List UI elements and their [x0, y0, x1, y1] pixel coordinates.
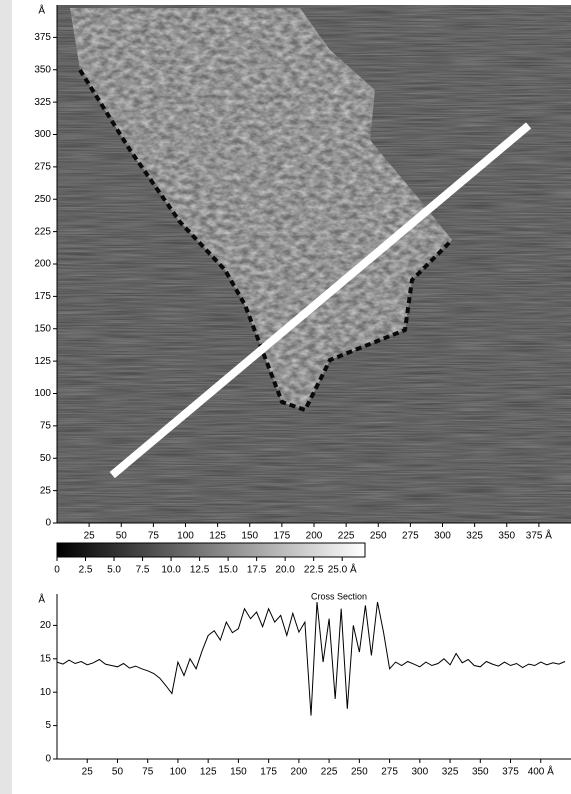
x-tick-label: 7.5	[136, 565, 150, 576]
x-tick-label: 25	[82, 767, 94, 778]
x-tick-label: 12.5	[190, 565, 210, 576]
flake-texture	[70, 8, 452, 410]
x-tick-label: 100	[177, 531, 194, 542]
x-tick-label: 300	[411, 767, 428, 778]
x-tick-label: 375 Å	[526, 529, 552, 542]
y-tick-label: 200	[34, 259, 51, 270]
x-tick-label: 125	[209, 531, 226, 542]
x-tick-label: 200	[306, 531, 323, 542]
y-tick-label: 25	[40, 485, 52, 496]
x-tick-label: 400 Å	[528, 765, 554, 778]
y-tick-label: 50	[40, 453, 52, 464]
profile-trace	[56, 601, 566, 716]
x-tick-label: 10.0	[161, 565, 181, 576]
x-tick-label: 250	[370, 531, 387, 542]
x-tick-label: 125	[200, 767, 217, 778]
x-tick-label: 275	[402, 531, 419, 542]
y-tick-label: 125	[34, 356, 51, 367]
profile-line	[109, 122, 532, 479]
x-tick-label: 75	[148, 531, 160, 542]
x-tick-label: 350	[472, 767, 489, 778]
x-tick-label: 325	[442, 767, 459, 778]
y-tick-label: 150	[34, 323, 51, 334]
y-tick-label: 175	[34, 291, 51, 302]
y-tick-label: 275	[34, 162, 51, 173]
x-tick-label: 275	[381, 767, 398, 778]
y-tick-label: 350	[34, 64, 51, 75]
y-tick-label: 0	[45, 518, 51, 529]
y-tick-label: 15	[40, 653, 52, 664]
chart-title: Cross Section	[311, 591, 367, 601]
x-tick-label: 25.0 Å	[328, 563, 357, 576]
x-tick-label: 100	[170, 767, 187, 778]
y-axis-unit: Å	[38, 4, 45, 17]
x-tick-label: 22.5	[304, 565, 324, 576]
y-tick-label: 100	[34, 388, 51, 399]
x-tick-label: 50	[112, 767, 124, 778]
y-tick-label: 225	[34, 226, 51, 237]
y-tick-label: 375	[34, 32, 51, 43]
y-tick-label: 20	[40, 620, 52, 631]
x-tick-label: 0	[54, 565, 60, 576]
x-tick-label: 150	[230, 767, 247, 778]
x-tick-label: 15.0	[218, 565, 238, 576]
x-tick-label: 175	[274, 531, 291, 542]
x-tick-label: 25	[84, 531, 96, 542]
y-tick-label: 0	[45, 754, 51, 765]
y-tick-label: 325	[34, 97, 51, 108]
x-tick-label: 225	[321, 767, 338, 778]
x-tick-label: 2.5	[79, 565, 93, 576]
x-tick-label: 150	[241, 531, 258, 542]
x-tick-label: 200	[291, 767, 308, 778]
stm-image	[57, 5, 571, 523]
x-tick-label: 175	[260, 767, 277, 778]
x-tick-label: 75	[142, 767, 154, 778]
x-tick-label: 375	[502, 767, 519, 778]
y-tick-label: 5	[45, 720, 51, 731]
x-tick-label: 50	[116, 531, 128, 542]
x-tick-label: 225	[338, 531, 355, 542]
x-tick-label: 350	[498, 531, 515, 542]
x-tick-label: 325	[466, 531, 483, 542]
y-tick-label: 75	[40, 421, 52, 432]
x-tick-label: 300	[434, 531, 451, 542]
colorbar	[56, 542, 366, 558]
y-axis-unit: Å	[38, 593, 45, 606]
y-tick-label: 250	[34, 194, 51, 205]
x-tick-label: 17.5	[247, 565, 267, 576]
x-tick-label: 250	[351, 767, 368, 778]
y-tick-label: 10	[40, 687, 52, 698]
flake-edge	[78, 68, 454, 413]
x-tick-label: 20.0	[275, 565, 295, 576]
y-tick-label: 300	[34, 129, 51, 140]
x-tick-label: 5.0	[107, 565, 121, 576]
